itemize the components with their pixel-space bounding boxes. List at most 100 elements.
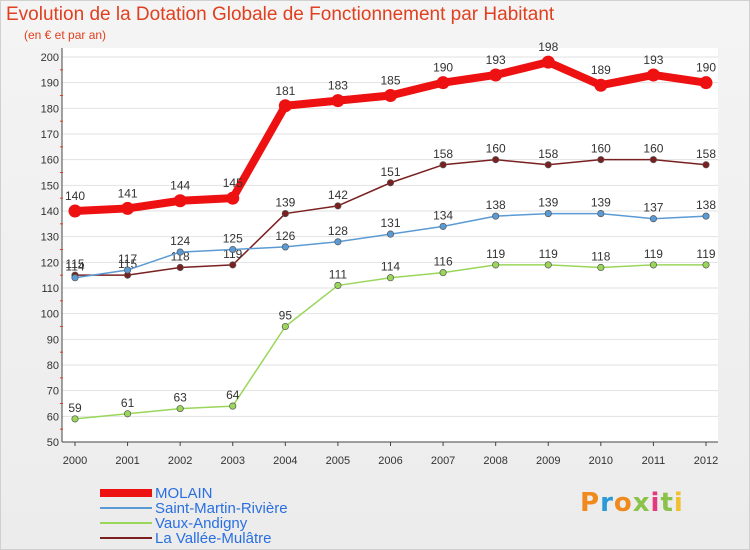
- data-label: 59: [68, 401, 82, 415]
- data-point: [597, 156, 605, 164]
- data-label: 131: [380, 216, 400, 230]
- data-point: [386, 274, 395, 282]
- data-label: 63: [173, 391, 187, 405]
- x-tick-label: 2001: [115, 455, 139, 467]
- data-point: [702, 161, 710, 169]
- data-label: 185: [380, 74, 400, 88]
- data-label: 137: [643, 201, 663, 215]
- data-label: 158: [696, 147, 716, 161]
- data-point: [439, 161, 447, 169]
- logo-letter: P: [580, 488, 601, 518]
- x-tick-label: 2007: [431, 455, 455, 467]
- data-point: [439, 222, 447, 230]
- data-point: [176, 405, 184, 413]
- data-point: [436, 76, 450, 90]
- y-tick-label: 130: [41, 232, 59, 244]
- y-tick-label: 110: [41, 283, 59, 295]
- data-point: [281, 243, 289, 251]
- data-label: 144: [170, 179, 190, 193]
- data-point: [176, 248, 184, 256]
- data-label: 119: [696, 247, 715, 261]
- data-label: 111: [329, 267, 348, 281]
- data-point: [331, 94, 345, 108]
- data-label: 160: [486, 142, 506, 156]
- x-tick-label: 2012: [694, 455, 718, 467]
- legend-swatch-vaux-andigny: [100, 522, 152, 524]
- data-point: [439, 269, 447, 277]
- data-point: [278, 99, 292, 113]
- data-label: 139: [591, 196, 611, 210]
- data-label: 61: [121, 396, 135, 410]
- data-point: [229, 402, 237, 410]
- data-label: 141: [118, 186, 138, 200]
- data-label: 139: [275, 196, 295, 210]
- data-label: 190: [433, 61, 453, 75]
- data-point: [176, 263, 184, 272]
- data-label: 95: [279, 309, 293, 323]
- data-label: 190: [696, 61, 716, 75]
- data-label: 117: [118, 252, 137, 266]
- logo-letter: i: [673, 488, 684, 518]
- x-tick-label: 2005: [326, 455, 350, 467]
- data-label: 116: [434, 255, 453, 269]
- data-point: [489, 68, 503, 82]
- data-point: [544, 210, 552, 218]
- data-point: [121, 201, 135, 215]
- legend-label-molain: MOLAIN: [155, 484, 213, 502]
- data-point: [68, 204, 82, 218]
- data-label: 119: [486, 247, 505, 261]
- data-point: [702, 212, 710, 220]
- data-point: [229, 245, 237, 254]
- data-point: [334, 202, 342, 210]
- data-point: [702, 261, 710, 269]
- data-label: 151: [380, 165, 400, 179]
- data-point: [492, 261, 500, 269]
- data-point: [386, 230, 395, 238]
- legend-swatch-molain: [100, 489, 152, 497]
- legend-label-vaux-andigny: Vaux-Andigny: [155, 514, 248, 532]
- data-point: [649, 156, 657, 164]
- y-tick-label: 80: [47, 360, 59, 372]
- data-point: [544, 161, 552, 169]
- x-tick-label: 2011: [642, 455, 666, 467]
- data-point: [646, 68, 660, 82]
- data-label: 64: [226, 388, 240, 402]
- data-label: 189: [591, 63, 611, 77]
- data-point: [173, 194, 187, 208]
- data-label: 134: [433, 208, 453, 222]
- logo-letter: r: [600, 488, 614, 518]
- plot-area: [62, 48, 718, 442]
- logo-letter: i: [650, 488, 661, 518]
- x-tick-label: 2008: [483, 455, 507, 467]
- y-tick-label: 180: [41, 103, 59, 115]
- x-tick-label: 2003: [221, 455, 245, 467]
- y-tick-label: 190: [41, 78, 59, 90]
- data-label: 119: [539, 247, 558, 261]
- y-tick-label: 50: [47, 437, 59, 449]
- x-tick-label: 2002: [168, 455, 192, 467]
- x-tick-label: 2009: [536, 455, 560, 467]
- data-label: 118: [591, 249, 610, 263]
- data-point: [226, 191, 240, 205]
- data-label: 140: [65, 189, 85, 203]
- data-label: 193: [486, 53, 506, 67]
- data-point: [597, 263, 605, 272]
- x-tick-label: 2004: [273, 455, 297, 467]
- y-tick-label: 140: [41, 206, 59, 218]
- y-tick-label: 90: [47, 334, 59, 346]
- legend-item-la-vallee-mulatre: La Vallée-Mulâtre: [100, 530, 271, 547]
- y-tick-label: 170: [41, 129, 59, 141]
- y-tick-label: 100: [41, 309, 59, 321]
- data-label: 193: [643, 53, 663, 67]
- logo-letter: x: [632, 488, 651, 518]
- data-point: [334, 281, 342, 289]
- data-point: [594, 78, 608, 92]
- data-label: 139: [538, 196, 558, 210]
- legend-label-saint-martin-riviere: Saint-Martin-Rivière: [155, 499, 288, 517]
- data-point: [281, 210, 289, 218]
- data-point: [71, 415, 79, 423]
- logo-letter: o: [613, 488, 633, 518]
- data-point: [386, 179, 395, 187]
- data-point: [124, 266, 132, 274]
- y-tick-label: 200: [41, 52, 59, 64]
